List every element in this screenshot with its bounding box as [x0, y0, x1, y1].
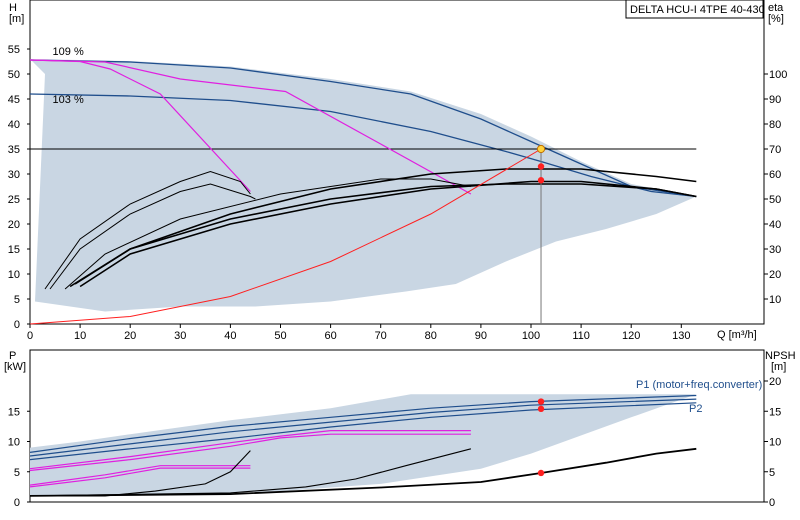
- h-axis-tick-label: 30: [8, 169, 20, 181]
- q-axis-tick-label: 20: [124, 330, 136, 342]
- p-axis-tick-label: 5: [14, 467, 20, 479]
- eta-axis-tick-label: 30: [769, 244, 781, 256]
- h-axis-tick-label: 5: [14, 294, 20, 306]
- h-axis-tick-label: 20: [8, 219, 20, 231]
- power-axis-title-line1: P: [9, 350, 16, 362]
- head-axis-title-line2: [m]: [9, 13, 24, 25]
- eta-axis-tick-label: 60: [769, 169, 781, 181]
- npsh-axis-tick-label: 10: [769, 437, 781, 449]
- q-axis-tick-label: 100: [522, 330, 540, 342]
- h-axis-tick-label: 10: [8, 269, 20, 281]
- power-magenta-curve-3: [29, 465, 251, 486]
- h-axis-tick-label: 0: [14, 319, 20, 331]
- q-axis-tick-label: 0: [27, 330, 33, 342]
- q-axis-tick-label: 50: [274, 330, 286, 342]
- q-axis-tick-label: 90: [475, 330, 487, 342]
- flow-axis-title: Q [m³/h]: [717, 329, 757, 341]
- head-operating-envelope: [30, 59, 697, 312]
- efficiency-curve-6: [79, 180, 697, 288]
- operating-point: [536, 144, 546, 154]
- power-curve-label-p1: P1 (motor+freq.converter): [636, 379, 762, 391]
- q-axis-tick-label: 40: [224, 330, 236, 342]
- power-curve-1: [29, 394, 697, 453]
- head-axis-title-line1: H: [9, 2, 17, 14]
- power-point-2: [537, 405, 545, 413]
- npsh-axis-tick-label: 15: [769, 406, 781, 418]
- npsh-axis-title-line1: NPSH: [765, 350, 796, 362]
- h-axis-tick-label: 35: [8, 144, 20, 156]
- npsh-axis-title-line2: [m]: [771, 361, 786, 373]
- power-magenta-curve-1: [29, 430, 471, 470]
- efficiency-curve-4: [69, 168, 697, 288]
- power-point-1: [537, 398, 545, 405]
- magenta-curve-2: [29, 59, 472, 195]
- h-axis-tick-label: 40: [8, 119, 20, 131]
- eta-axis-tick-label: 70: [769, 144, 781, 156]
- h-axis-tick-label: 50: [8, 69, 20, 81]
- head-curve-label-103: 103 %: [53, 94, 84, 106]
- power-curve-3: [29, 402, 697, 461]
- q-axis-tick-label: 80: [425, 330, 437, 342]
- head-curve-2: [29, 93, 697, 198]
- q-axis-tick-label: 60: [324, 330, 336, 342]
- eta-axis-tick-label: 90: [769, 94, 781, 106]
- head-curve-1: [29, 59, 697, 198]
- npsh-curve-2: [29, 448, 472, 497]
- power-operating-envelope: [30, 394, 697, 496]
- npsh-axis-tick-label: 20: [769, 376, 781, 388]
- eta-axis-tick-label: 10: [769, 294, 781, 306]
- npsh-axis-tick-label: 0: [769, 497, 775, 509]
- h-axis-tick-label: 55: [8, 44, 20, 56]
- efficiency-point-1: [537, 163, 545, 170]
- power-axis-title-line2: [kW]: [4, 361, 26, 373]
- q-axis-tick-label: 70: [375, 330, 387, 342]
- eta-axis-tick-label: 100: [769, 69, 787, 81]
- eta-axis-tick-label: 20: [769, 269, 781, 281]
- efficiency-curve-3: [64, 178, 471, 290]
- eta-axis-title-line2: [%]: [768, 13, 784, 25]
- power-curve-2: [29, 398, 697, 457]
- efficiency-curve-2: [49, 183, 256, 290]
- eta-axis-tick-label: 50: [769, 194, 781, 206]
- h-axis-tick-label: 25: [8, 194, 20, 206]
- eta-axis-title-line1: eta: [768, 2, 784, 14]
- q-axis-tick-label: 120: [622, 330, 640, 342]
- npsh-axis-tick-label: 5: [769, 467, 775, 479]
- p-axis-tick-label: 10: [8, 437, 20, 449]
- p-axis-tick-label: 15: [8, 406, 20, 418]
- eta-axis-tick-label: 80: [769, 119, 781, 131]
- pump-title-box: [625, 0, 764, 19]
- q-axis-tick-label: 110: [572, 330, 590, 342]
- npsh-curve-3: [29, 447, 697, 497]
- q-axis-tick-label: 30: [174, 330, 186, 342]
- head-plot-layer: 109 % 103 % 0 5 10 15 20 25 30 35 40 45 50 55 10 20 30 40…: [8, 44, 788, 342]
- power-curve-label-p2: P2: [689, 403, 702, 415]
- h-axis-tick-label: 45: [8, 94, 20, 106]
- efficiency-point-2: [537, 177, 545, 184]
- power-point-3: [537, 469, 545, 477]
- p-axis-tick-label: 0: [14, 497, 20, 509]
- h-axis-tick-label: 15: [8, 244, 20, 256]
- q-axis-tick-label: 10: [74, 330, 86, 342]
- power-magenta-curve-4: [29, 467, 251, 488]
- efficiency-curve-5: [74, 183, 697, 285]
- q-axis-tick-label: 130: [672, 330, 690, 342]
- head-curve-label-109: 109 %: [53, 46, 84, 58]
- pump-title: DELTA HCU-I 4TPE 40-430: [630, 4, 765, 16]
- efficiency-curve-1: [44, 170, 251, 290]
- eta-axis-tick-label: 40: [769, 219, 781, 231]
- system-curve: [29, 148, 542, 325]
- power-plot-layer: P1 (motor+freq.converter) P2 0 5 10 15 0 5 10 15 2…: [8, 376, 782, 509]
- power-magenta-curve-2: [29, 433, 471, 472]
